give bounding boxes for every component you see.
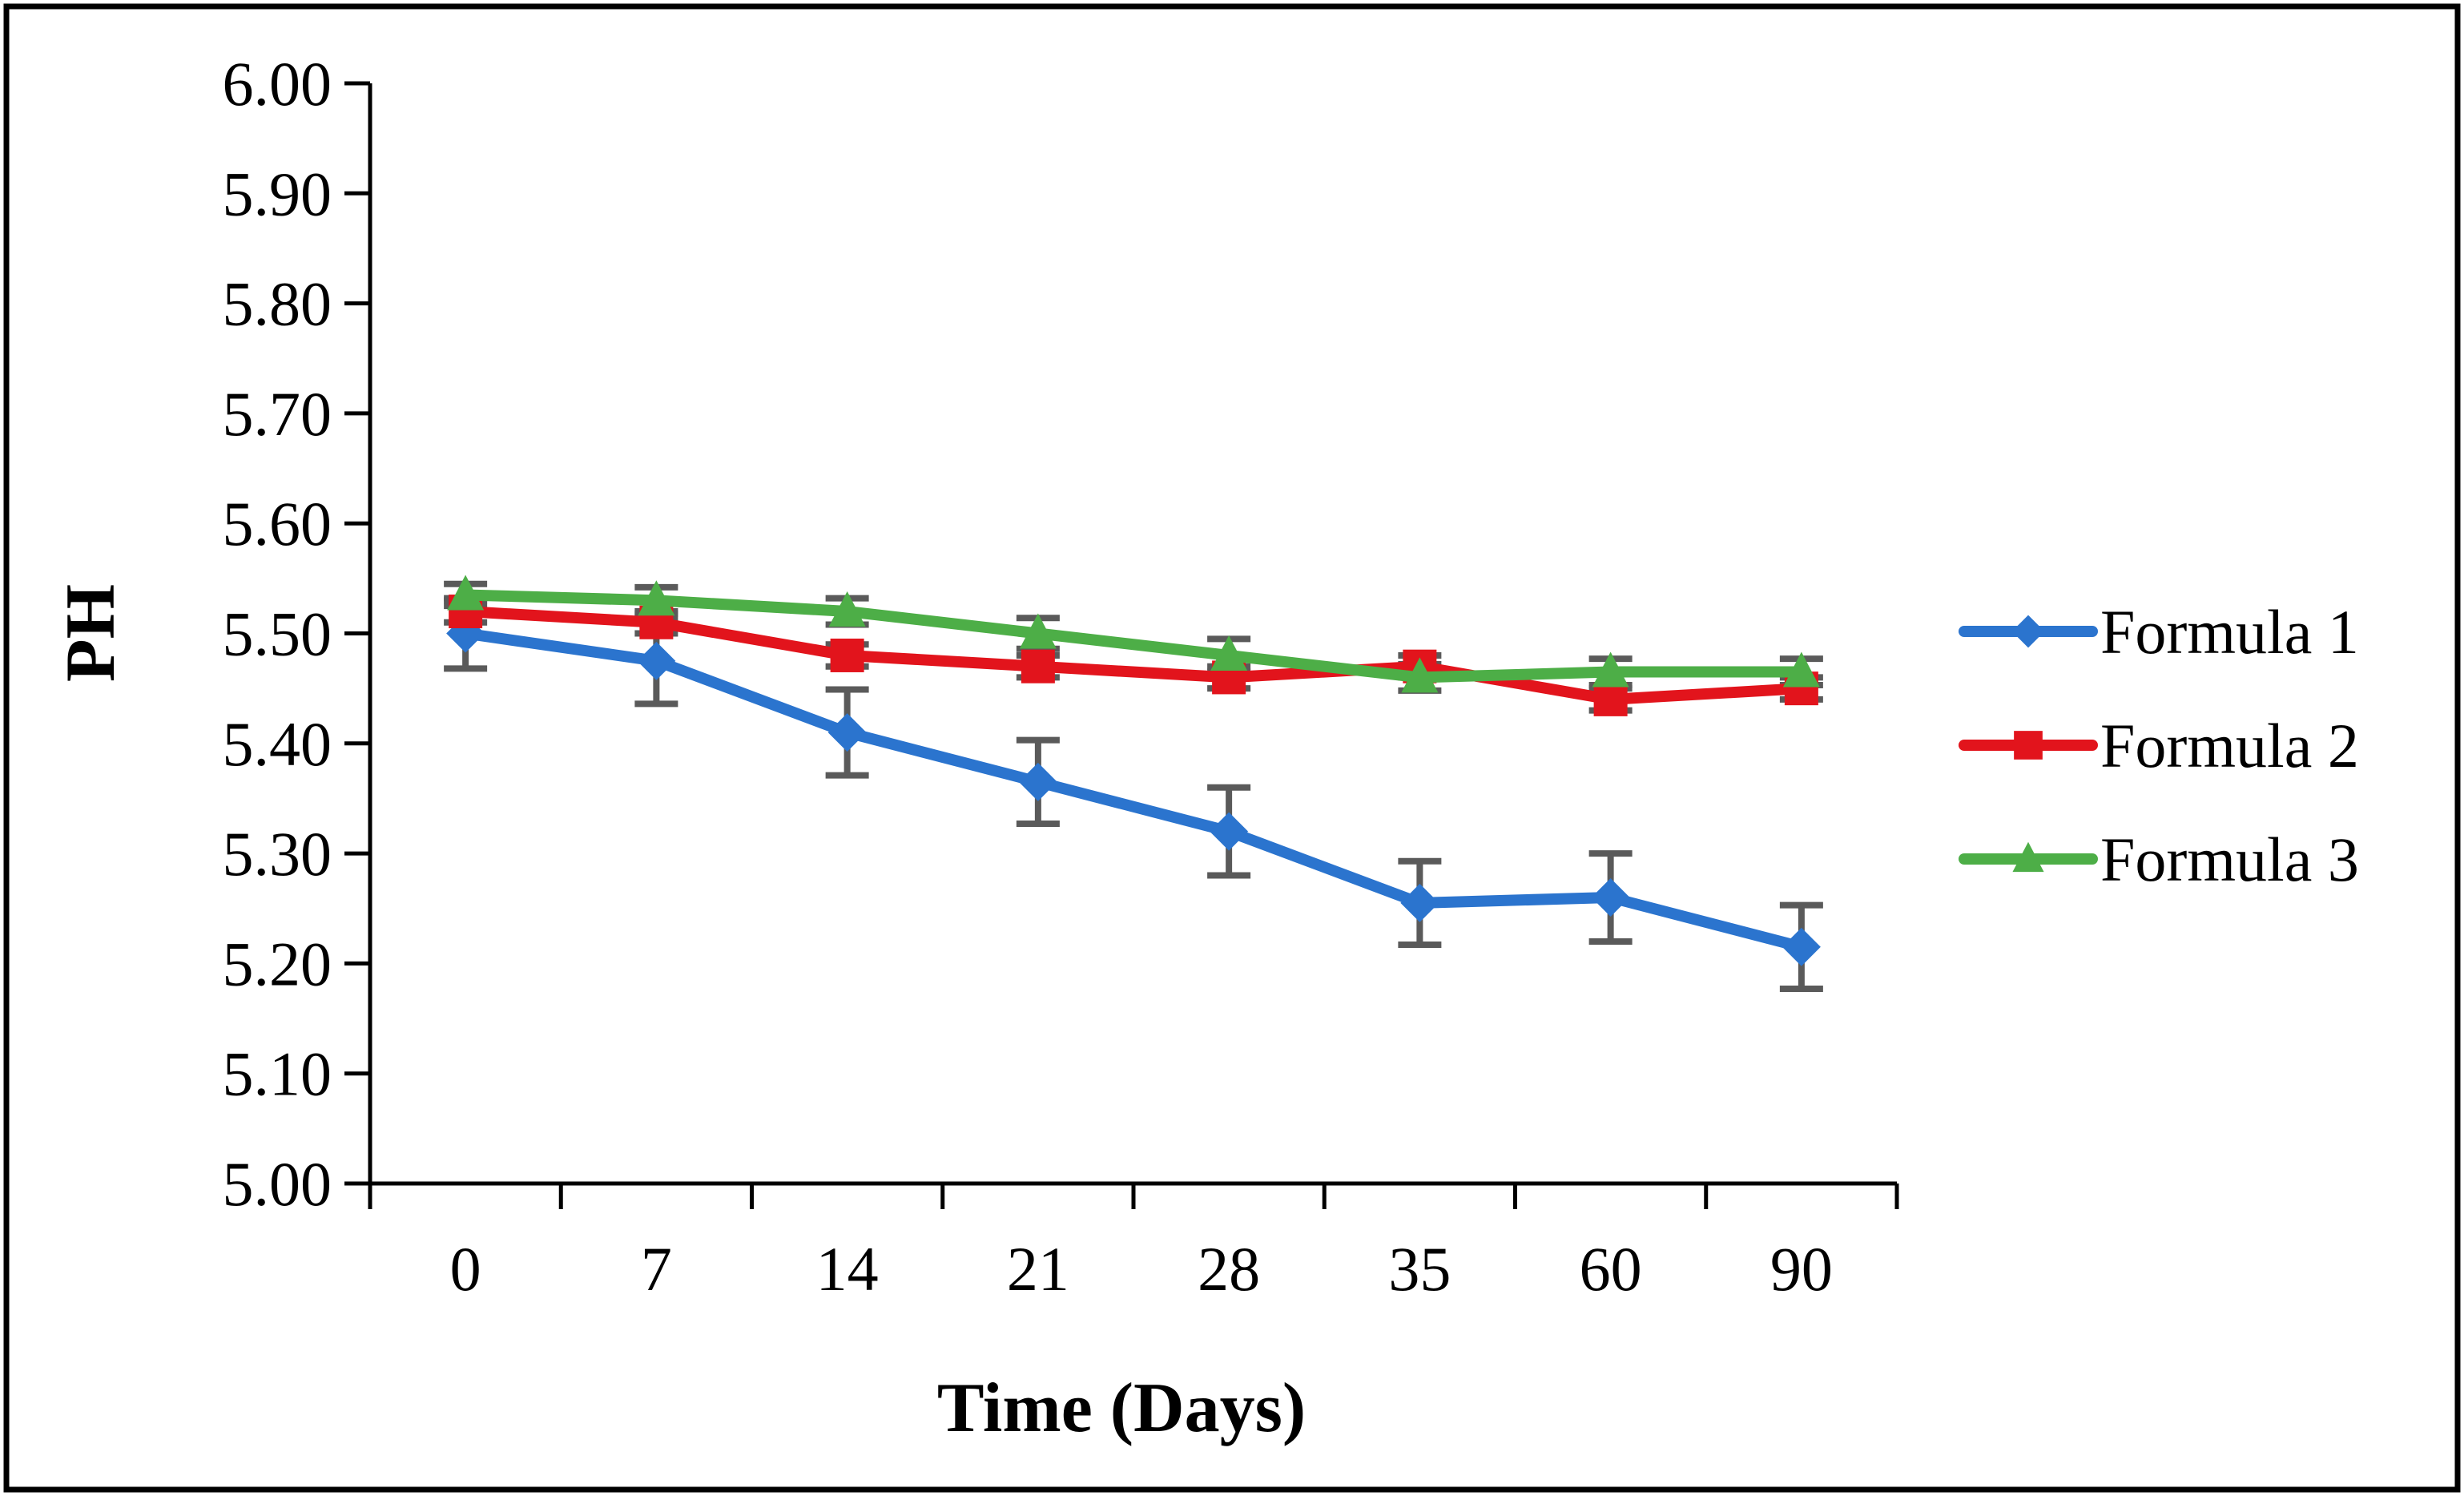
y-tick-label: 5.20 xyxy=(223,929,332,998)
y-tick-label: 5.60 xyxy=(223,489,332,558)
y-tick-label: 5.50 xyxy=(223,599,332,669)
data-point-marker xyxy=(830,638,864,672)
data-series xyxy=(446,575,1821,966)
x-tick-label: 21 xyxy=(1007,1234,1069,1304)
legend-label: Formula 1 xyxy=(2100,597,2359,667)
data-point-marker xyxy=(1019,613,1057,649)
data-point-marker xyxy=(1591,878,1630,917)
x-axis-title: Time (Days) xyxy=(937,1369,1306,1447)
data-point-marker xyxy=(827,713,867,752)
legend-item-formula-2: Formula 2 xyxy=(1959,711,2359,780)
legend-marker xyxy=(2011,615,2045,648)
data-point-marker xyxy=(1592,651,1629,688)
data-point-marker xyxy=(637,641,676,680)
data-point-marker xyxy=(1593,682,1628,716)
data-point-marker xyxy=(638,580,675,616)
x-tick-label: 28 xyxy=(1198,1234,1260,1304)
x-tick-label: 7 xyxy=(641,1234,672,1304)
data-point-marker xyxy=(1782,927,1821,966)
legend-marker xyxy=(2012,841,2044,873)
series-line xyxy=(460,627,1807,953)
x-tick-label: 14 xyxy=(816,1234,879,1304)
y-tick-label: 5.00 xyxy=(223,1149,332,1219)
legend: Formula 1 Formula 2 Formula 3 xyxy=(1959,597,2359,894)
data-point-marker xyxy=(1400,883,1439,922)
x-tick-label: 90 xyxy=(1770,1234,1833,1304)
x-tick-label: 35 xyxy=(1388,1234,1451,1304)
data-point-marker xyxy=(1018,762,1057,801)
x-tick-label: 0 xyxy=(450,1234,481,1304)
y-tick-label: 5.80 xyxy=(223,269,332,339)
y-tick-label: 5.90 xyxy=(223,159,332,228)
legend-marker xyxy=(2014,731,2043,760)
y-tick-label: 5.30 xyxy=(223,819,332,889)
data-point-marker xyxy=(1401,657,1439,693)
legend-item-formula-1: Formula 1 xyxy=(1959,597,2359,667)
x-tick-label: 60 xyxy=(1580,1234,1642,1304)
data-point-marker xyxy=(828,591,866,627)
data-point-marker xyxy=(447,575,485,611)
data-point-marker xyxy=(1782,651,1820,688)
series-line xyxy=(460,606,1807,705)
y-tick-label: 5.40 xyxy=(223,709,332,779)
data-point-marker xyxy=(1021,649,1055,683)
legend-item-formula-3: Formula 3 xyxy=(1959,825,2359,894)
series-formula-3 xyxy=(447,575,1820,693)
y-axis-title: PH xyxy=(52,584,130,682)
y-tick-label: 5.70 xyxy=(223,379,332,449)
legend-label: Formula 2 xyxy=(2100,711,2359,780)
data-point-marker xyxy=(1210,635,1248,671)
data-point-marker xyxy=(1210,812,1249,851)
series-line xyxy=(460,589,1807,683)
series-formula-1 xyxy=(446,614,1821,966)
axes: 6.00 5.90 5.80 5.70 5.60 5.50 5.40 5.30 5.20 5.10… xyxy=(223,49,1899,1304)
y-tick-label: 6.00 xyxy=(223,49,332,119)
legend-label: Formula 3 xyxy=(2100,825,2359,894)
y-tick-label: 5.10 xyxy=(223,1039,332,1109)
